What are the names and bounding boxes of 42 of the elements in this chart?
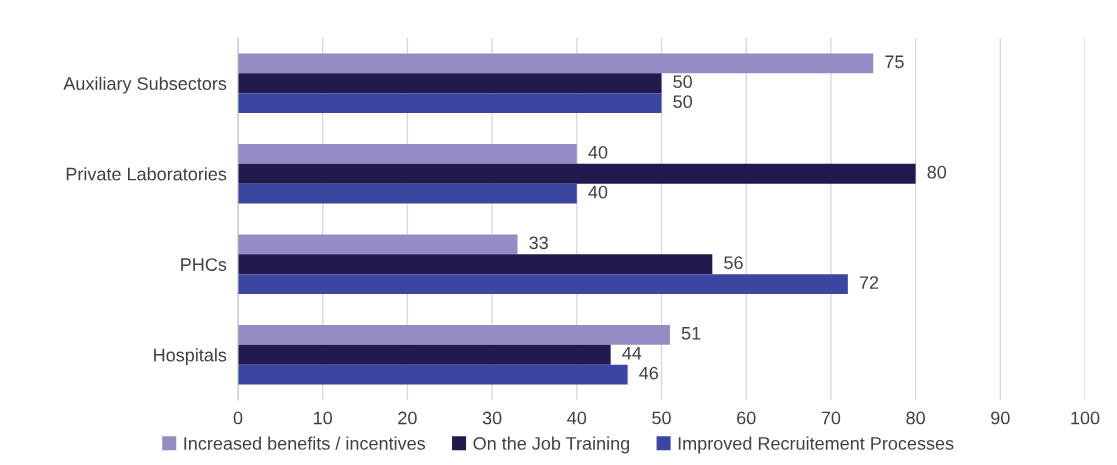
data-label: 33	[529, 236, 548, 250]
data-label: 50	[673, 95, 692, 109]
legend-label: Increased benefits / incentives	[184, 436, 426, 450]
data-label: 44	[622, 347, 642, 360]
bar	[238, 234, 518, 255]
data-label: 40	[588, 185, 608, 199]
data-label: 51	[681, 327, 701, 340]
x-tick-label: 30	[482, 411, 502, 425]
bar	[238, 183, 577, 204]
x-tick-label: 60	[737, 411, 756, 425]
legend-label: Improved Recruitement Processes	[678, 436, 954, 454]
data-label: 46	[639, 366, 659, 380]
bar	[238, 324, 670, 345]
data-label: 56	[724, 256, 743, 270]
x-tick-label: 50	[652, 411, 671, 425]
bar	[238, 254, 713, 275]
data-label: 75	[885, 55, 904, 69]
data-label: 40	[588, 145, 608, 159]
y-tick-label: Hospitals	[154, 348, 227, 366]
x-tick-label: 90	[991, 411, 1010, 425]
x-tick-label: 70	[821, 411, 841, 425]
x-tick-label: 0	[233, 411, 243, 425]
x-tick-label: 10	[314, 411, 333, 425]
data-label: 80	[927, 165, 947, 179]
y-tick-label: Auxiliary Subsectors	[63, 76, 227, 94]
bar	[238, 274, 848, 295]
bar	[238, 73, 662, 94]
bar	[238, 163, 916, 184]
bar	[238, 143, 577, 164]
y-tick-label: Private Laboratories	[66, 167, 227, 181]
legend-label: On the Job Training	[473, 436, 630, 454]
data-label: 72	[859, 276, 879, 289]
x-tick-label: 80	[906, 411, 925, 425]
bar	[238, 93, 662, 114]
x-tick-label: 100	[1071, 411, 1100, 425]
data-label: 50	[673, 75, 692, 89]
x-tick-label: 20	[398, 411, 417, 425]
bar	[238, 53, 874, 74]
bar	[238, 344, 611, 365]
x-tick-label: 40	[567, 411, 587, 425]
bar	[238, 364, 628, 385]
y-tick-label: PHCs	[181, 258, 227, 271]
